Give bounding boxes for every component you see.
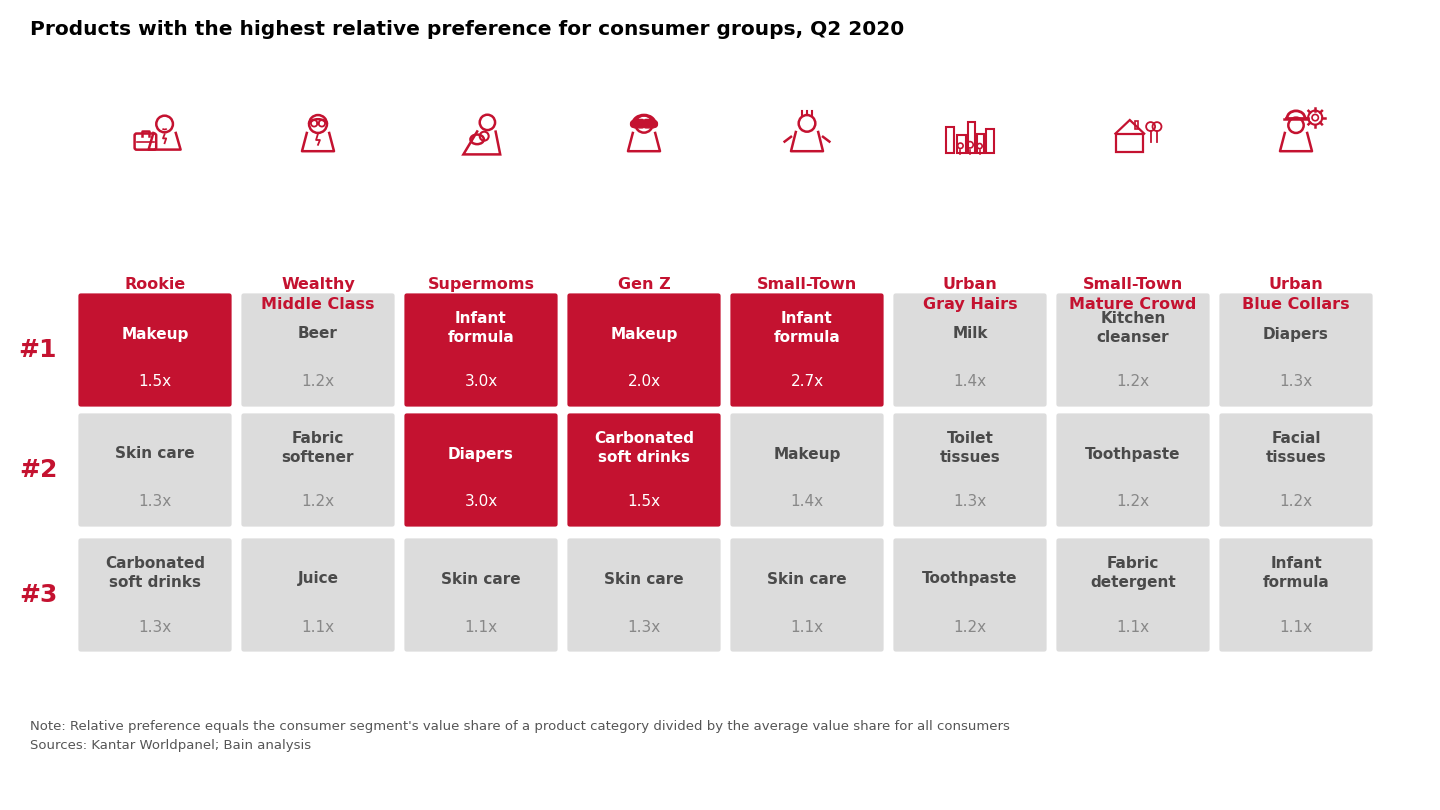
Text: Skin care: Skin care: [768, 572, 847, 586]
Text: 1.5x: 1.5x: [628, 494, 661, 509]
Text: Urban
Blue Collars: Urban Blue Collars: [1243, 277, 1349, 312]
Text: Milk: Milk: [952, 326, 988, 342]
Text: Urban
Gray Hairs: Urban Gray Hairs: [923, 277, 1017, 312]
Text: 3.0x: 3.0x: [464, 494, 498, 509]
FancyBboxPatch shape: [891, 537, 1048, 653]
Text: Fabric
softener: Fabric softener: [282, 431, 354, 465]
Text: Makeup: Makeup: [611, 326, 678, 342]
FancyBboxPatch shape: [566, 292, 721, 408]
Text: 1.1x: 1.1x: [791, 620, 824, 634]
Ellipse shape: [631, 121, 635, 127]
Text: #3: #3: [19, 583, 58, 607]
Ellipse shape: [652, 121, 658, 127]
FancyBboxPatch shape: [403, 292, 559, 408]
FancyBboxPatch shape: [403, 537, 559, 653]
FancyBboxPatch shape: [1218, 537, 1374, 653]
Text: 1.2x: 1.2x: [1116, 374, 1149, 390]
Text: Facial
tissues: Facial tissues: [1266, 431, 1326, 465]
Text: Toothpaste: Toothpaste: [922, 572, 1018, 586]
Text: Infant
formula: Infant formula: [773, 311, 841, 345]
FancyBboxPatch shape: [1218, 292, 1374, 408]
FancyBboxPatch shape: [1056, 537, 1211, 653]
FancyBboxPatch shape: [566, 412, 721, 528]
FancyBboxPatch shape: [240, 292, 396, 408]
Text: 1.3x: 1.3x: [953, 494, 986, 509]
Text: Carbonated
soft drinks: Carbonated soft drinks: [595, 431, 694, 465]
FancyBboxPatch shape: [729, 292, 886, 408]
Text: 1.4x: 1.4x: [953, 374, 986, 390]
Text: Infant
formula: Infant formula: [448, 311, 514, 345]
Text: Carbonated
soft drinks: Carbonated soft drinks: [105, 556, 204, 590]
Text: 1.2x: 1.2x: [1116, 494, 1149, 509]
Text: 1.2x: 1.2x: [953, 620, 986, 634]
Text: Beer: Beer: [298, 326, 338, 342]
FancyBboxPatch shape: [76, 292, 233, 408]
FancyBboxPatch shape: [76, 537, 233, 653]
Text: 1.2x: 1.2x: [301, 374, 334, 390]
Text: Makeup: Makeup: [773, 446, 841, 462]
Text: Small-Town
Mature Crowd: Small-Town Mature Crowd: [1070, 277, 1197, 312]
Text: Skin care: Skin care: [441, 572, 521, 586]
Text: 3.0x: 3.0x: [464, 374, 498, 390]
Text: 1.3x: 1.3x: [138, 494, 171, 509]
Text: Kitchen
cleanser: Kitchen cleanser: [1097, 311, 1169, 345]
Text: Skin care: Skin care: [605, 572, 684, 586]
Text: Products with the highest relative preference for consumer groups, Q2 2020: Products with the highest relative prefe…: [30, 20, 904, 39]
FancyBboxPatch shape: [644, 119, 655, 128]
Text: 1.1x: 1.1x: [301, 620, 334, 634]
FancyBboxPatch shape: [634, 119, 644, 128]
Text: Note: Relative preference equals the consumer segment's value share of a product: Note: Relative preference equals the con…: [30, 720, 1009, 752]
Text: Makeup: Makeup: [121, 326, 189, 342]
Text: Skin care: Skin care: [115, 446, 194, 462]
Text: 1.3x: 1.3x: [138, 620, 171, 634]
FancyBboxPatch shape: [240, 412, 396, 528]
Text: Gen Z: Gen Z: [618, 277, 671, 292]
FancyBboxPatch shape: [1056, 292, 1211, 408]
Text: Toothpaste: Toothpaste: [1086, 446, 1181, 462]
Text: Diapers: Diapers: [1263, 326, 1329, 342]
Text: Supermoms: Supermoms: [428, 277, 534, 292]
Text: Infant
formula: Infant formula: [1263, 556, 1329, 590]
Text: Small-Town
Youth: Small-Town Youth: [757, 277, 857, 312]
Text: Juice: Juice: [298, 572, 338, 586]
Text: 1.4x: 1.4x: [791, 494, 824, 509]
Text: 1.2x: 1.2x: [1279, 494, 1313, 509]
Text: 1.2x: 1.2x: [301, 494, 334, 509]
Text: #1: #1: [19, 338, 58, 362]
Text: Wealthy
Middle Class: Wealthy Middle Class: [261, 277, 374, 312]
Text: 1.5x: 1.5x: [138, 374, 171, 390]
Text: 1.3x: 1.3x: [1279, 374, 1313, 390]
Text: 2.7x: 2.7x: [791, 374, 824, 390]
Text: 1.1x: 1.1x: [1279, 620, 1313, 634]
FancyBboxPatch shape: [1218, 412, 1374, 528]
Text: Rookie
White Collars: Rookie White Collars: [95, 277, 216, 312]
FancyBboxPatch shape: [240, 537, 396, 653]
FancyBboxPatch shape: [1056, 412, 1211, 528]
FancyBboxPatch shape: [76, 412, 233, 528]
Text: 1.1x: 1.1x: [1116, 620, 1149, 634]
Text: Diapers: Diapers: [448, 446, 514, 462]
FancyBboxPatch shape: [729, 412, 886, 528]
FancyBboxPatch shape: [403, 412, 559, 528]
Text: 1.1x: 1.1x: [465, 620, 498, 634]
FancyBboxPatch shape: [729, 537, 886, 653]
Text: 2.0x: 2.0x: [628, 374, 661, 390]
Text: 1.3x: 1.3x: [628, 620, 661, 634]
FancyBboxPatch shape: [566, 537, 721, 653]
Text: Fabric
detergent: Fabric detergent: [1090, 556, 1176, 590]
FancyBboxPatch shape: [891, 412, 1048, 528]
FancyBboxPatch shape: [891, 292, 1048, 408]
Text: #2: #2: [19, 458, 58, 482]
Text: Toilet
tissues: Toilet tissues: [940, 431, 1001, 465]
